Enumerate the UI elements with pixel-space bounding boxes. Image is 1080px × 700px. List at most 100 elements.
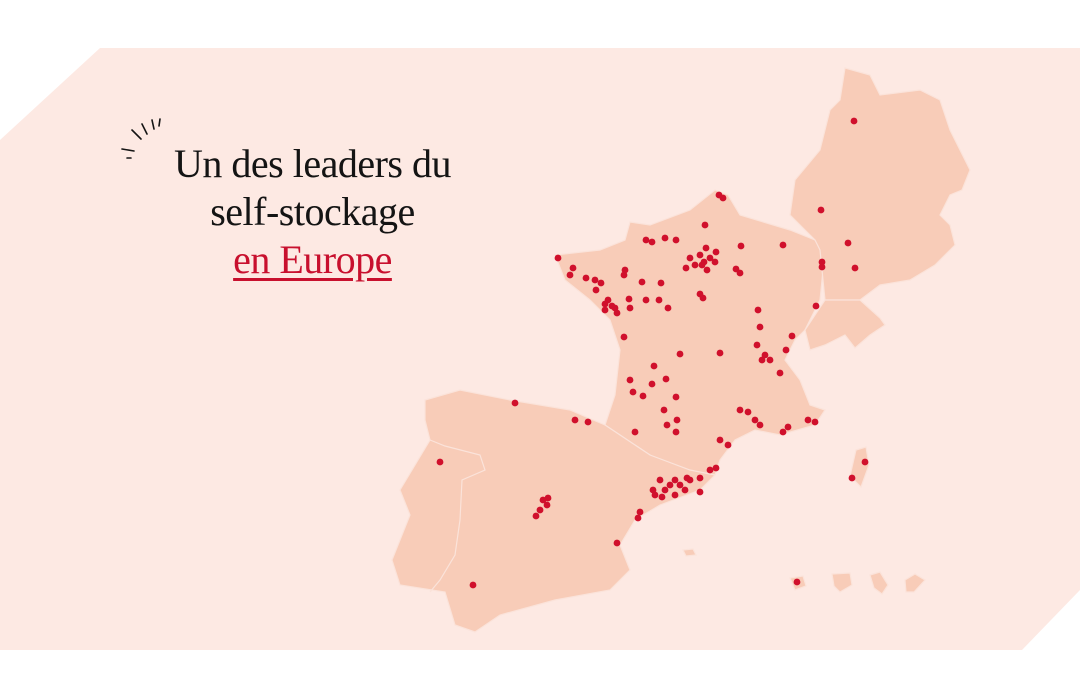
- location-dot: [850, 117, 858, 125]
- location-dot: [818, 258, 826, 266]
- location-dot: [756, 421, 764, 429]
- location-dot: [844, 239, 852, 247]
- location-dot: [758, 356, 766, 364]
- location-dot: [536, 506, 544, 514]
- location-dot: [543, 501, 551, 509]
- location-dot: [638, 278, 646, 286]
- location-dot: [601, 306, 609, 314]
- location-dot: [716, 436, 724, 444]
- location-dot: [620, 271, 628, 279]
- sparkle-icon: [121, 118, 161, 159]
- location-dot: [592, 286, 600, 294]
- location-dot: [712, 248, 720, 256]
- region-germany: [789, 67, 971, 301]
- location-dot: [660, 406, 668, 414]
- location-dot: [469, 581, 477, 589]
- location-dot: [629, 388, 637, 396]
- location-dot: [686, 254, 694, 262]
- location-dot: [663, 421, 671, 429]
- location-dot: [626, 304, 634, 312]
- location-dot: [691, 261, 699, 269]
- location-dot: [613, 539, 621, 547]
- location-dot: [664, 304, 672, 312]
- location-dot: [532, 512, 540, 520]
- title-line-1: Un des leaders du: [174, 141, 451, 186]
- region-switzerland: [804, 299, 886, 351]
- location-dot: [698, 261, 706, 269]
- location-dot: [648, 238, 656, 246]
- location-dot: [672, 428, 680, 436]
- location-dot: [681, 486, 689, 494]
- title-accent-link[interactable]: en Europe: [233, 237, 392, 282]
- location-dot: [672, 393, 680, 401]
- location-dot: [851, 264, 859, 272]
- location-dot: [848, 474, 856, 482]
- location-dot: [804, 416, 812, 424]
- location-dot: [861, 458, 869, 466]
- location-dot: [754, 306, 762, 314]
- location-dot: [711, 258, 719, 266]
- location-dot: [756, 323, 764, 331]
- location-dot: [751, 416, 759, 424]
- location-dot: [569, 264, 577, 272]
- location-dot: [812, 302, 820, 310]
- location-dot: [626, 376, 634, 384]
- location-dot: [696, 474, 704, 482]
- location-dot: [696, 251, 704, 259]
- location-dot: [631, 428, 639, 436]
- location-dot: [784, 423, 792, 431]
- location-dot: [716, 349, 724, 357]
- region-island-5: [904, 573, 926, 593]
- location-dot: [661, 486, 669, 494]
- location-dot: [788, 332, 796, 340]
- location-dot: [511, 399, 519, 407]
- region-iberia: [391, 389, 717, 633]
- location-dot: [650, 362, 658, 370]
- location-dot: [657, 279, 665, 287]
- location-dot: [753, 341, 761, 349]
- location-dot: [676, 481, 684, 489]
- location-dot: [636, 508, 644, 516]
- region-island-3: [831, 572, 853, 593]
- location-dot: [702, 244, 710, 252]
- location-dot: [554, 254, 562, 262]
- location-dot: [766, 356, 774, 364]
- location-dot: [703, 266, 711, 274]
- location-dot: [601, 300, 609, 308]
- location-dot: [658, 493, 666, 501]
- region-island-1: [682, 548, 697, 557]
- location-dot: [584, 418, 592, 426]
- title-line-2: self-stockage: [210, 189, 415, 234]
- location-dot: [737, 242, 745, 250]
- location-dot: [776, 369, 784, 377]
- border-portugal: [429, 439, 486, 593]
- location-dot: [661, 234, 669, 242]
- location-dot: [793, 578, 801, 586]
- location-dot: [634, 514, 642, 522]
- location-dot: [672, 236, 680, 244]
- location-dot: [625, 295, 633, 303]
- location-dot: [671, 491, 679, 499]
- location-dot: [666, 481, 674, 489]
- location-dot: [719, 194, 727, 202]
- location-dot: [682, 264, 690, 272]
- location-dot: [782, 346, 790, 354]
- location-dot: [648, 380, 656, 388]
- location-dot: [736, 406, 744, 414]
- region-france: [554, 189, 826, 476]
- location-dot: [736, 269, 744, 277]
- location-dot: [712, 464, 720, 472]
- location-dot: [656, 476, 664, 484]
- location-dot: [744, 408, 752, 416]
- region-island-4: [869, 571, 889, 595]
- location-dot: [571, 416, 579, 424]
- location-dot: [671, 476, 679, 484]
- location-dot: [655, 296, 663, 304]
- store-locations: [436, 117, 869, 589]
- location-dot: [818, 263, 826, 271]
- location-dot: [706, 466, 714, 474]
- location-dot: [817, 206, 825, 214]
- location-dot: [699, 294, 707, 302]
- location-dot: [544, 494, 552, 502]
- location-dot: [724, 441, 732, 449]
